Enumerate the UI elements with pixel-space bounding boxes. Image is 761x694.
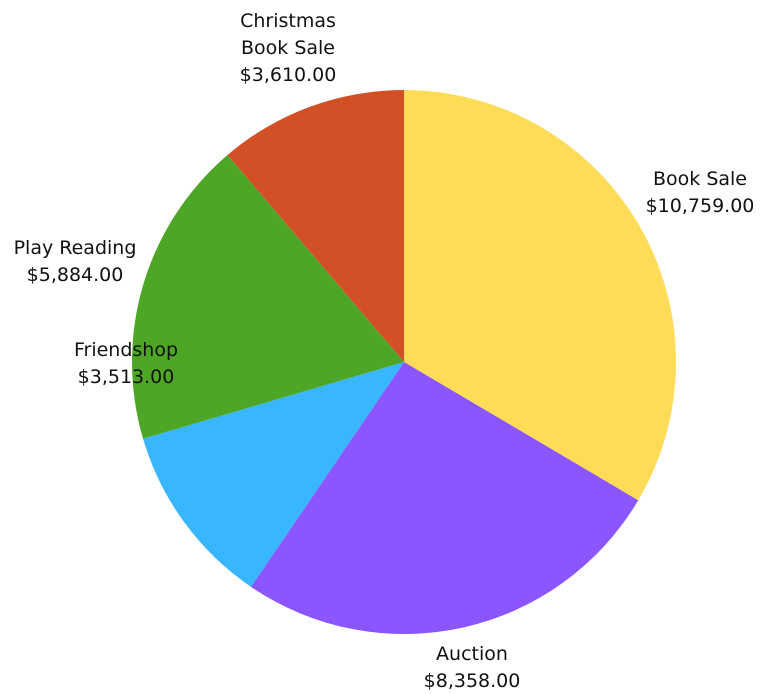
pie-slice-play-reading — [131, 155, 404, 439]
slice-value-auction: $8,358.00 — [424, 670, 521, 692]
pie-slice-christmas-book-sale — [227, 90, 404, 362]
pie-slice-book-sale — [404, 90, 676, 501]
slice-value-play-reading: $5,884.00 — [27, 264, 124, 286]
pie-slices — [131, 90, 676, 634]
pie-slice-auction — [250, 362, 639, 634]
slice-name-book-sale: Book Sale — [653, 168, 747, 190]
slice-value-book-sale: $10,759.00 — [646, 195, 755, 217]
slice-name-christmas-book-sale: Christmas — [240, 10, 336, 32]
slice-name-auction: Auction — [436, 643, 508, 665]
slice-name-play-reading: Play Reading — [14, 237, 137, 259]
pie-slice-friendshop — [143, 362, 404, 587]
slice-labels: Book Sale $10,759.00 Auction $8,358.00 Frien… — [14, 10, 755, 692]
slice-value-friendshop: $3,513.00 — [78, 366, 175, 388]
slice-name-friendshop: Friendshop — [74, 339, 178, 361]
slice-name-christmas-book-sale: Book Sale — [241, 37, 335, 59]
slice-value-christmas-book-sale: $3,610.00 — [240, 64, 337, 86]
